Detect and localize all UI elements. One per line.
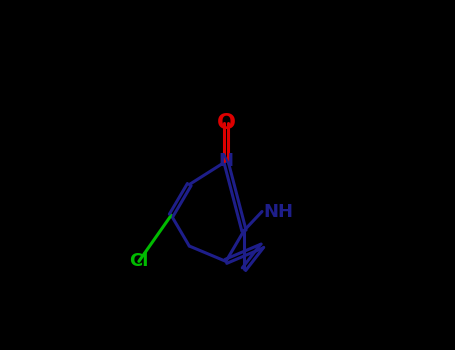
Text: O: O [217,113,235,133]
Text: NH: NH [263,203,293,220]
Text: N: N [218,152,233,170]
Text: Cl: Cl [129,252,148,270]
